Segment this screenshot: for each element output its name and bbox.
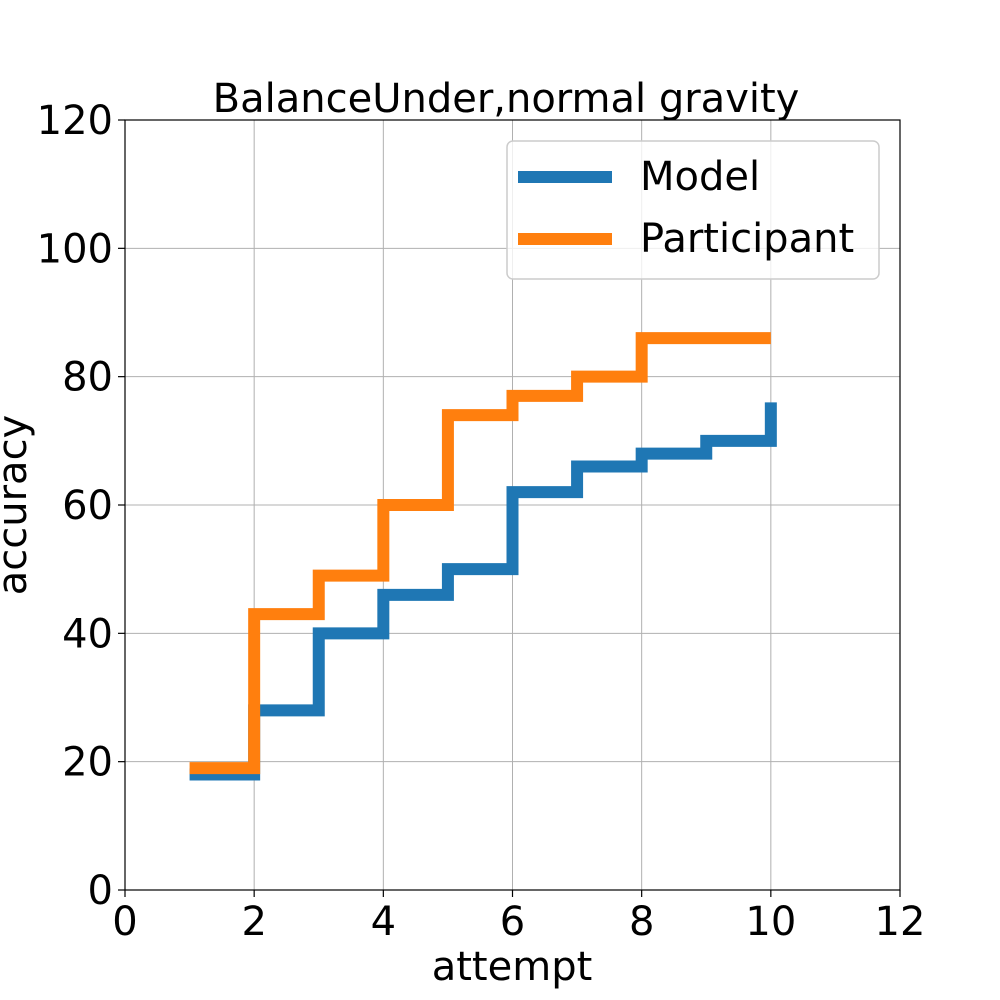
x-tick-label: 8 xyxy=(629,899,654,945)
legend-label-participant: Participant xyxy=(640,216,854,262)
legend: Model Participant xyxy=(506,140,880,280)
x-tick-label: 6 xyxy=(500,899,525,945)
series-layer xyxy=(189,332,777,781)
y-tick-label: 100 xyxy=(37,226,113,272)
y-tick-label: 20 xyxy=(62,740,113,786)
y-tick-label: 40 xyxy=(62,611,113,657)
x-tick-label: 0 xyxy=(112,899,137,945)
y-tick-label: 0 xyxy=(88,868,113,914)
y-tick-label: 60 xyxy=(62,483,113,529)
x-tick-label: 2 xyxy=(241,899,266,945)
x-tick-label: 10 xyxy=(745,899,796,945)
x-axis-label: attempt xyxy=(432,944,593,990)
chart-title: BalanceUnder,normal gravity xyxy=(213,76,800,122)
series-line-model xyxy=(189,402,777,781)
legend-label-model: Model xyxy=(640,154,760,200)
y-axis-label: accuracy xyxy=(0,415,36,595)
y-tick-label: 120 xyxy=(37,98,113,144)
y-tick-label: 80 xyxy=(62,355,113,401)
series-line-participant xyxy=(189,332,771,775)
x-tick-label: 4 xyxy=(371,899,396,945)
x-tick-label: 12 xyxy=(875,899,926,945)
